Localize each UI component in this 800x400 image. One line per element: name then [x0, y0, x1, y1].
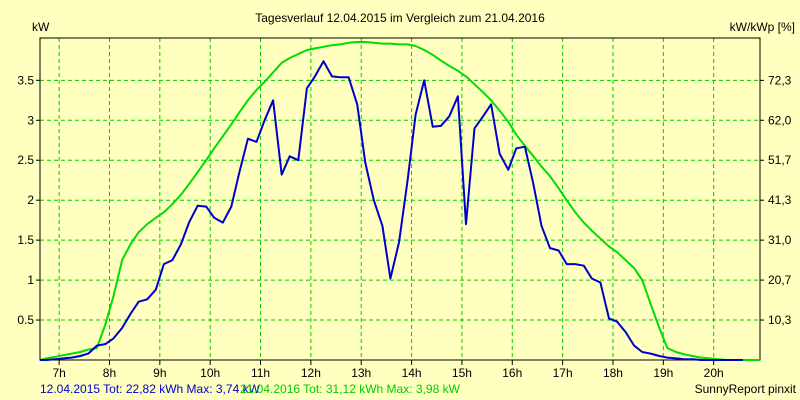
y-tick-label-left: 3: [27, 113, 34, 127]
x-tick-label: 11h: [251, 366, 270, 380]
y-tick-label-right: 41,3: [768, 193, 792, 207]
y-tick-label-right: 10,3: [768, 313, 792, 327]
x-tick-label: 15h: [452, 366, 472, 380]
y-tick-label-left: 0.5: [17, 313, 34, 327]
plot-area: 0.5 10,3 1 20,7 1.5 31,0 2 41,3 2.5 51,7 3 62,0 3.5 7…: [17, 37, 792, 380]
x-tick-label: 20h: [704, 366, 724, 380]
x-tick-label: 14h: [402, 366, 422, 380]
x-tick-label: 19h: [653, 366, 673, 380]
y-tick-label-right: 72,3: [768, 73, 792, 87]
y-tick-label-left: 1: [27, 273, 34, 287]
x-tick-label: 8h: [103, 366, 116, 380]
x-tick-label: 10h: [200, 366, 220, 380]
x-tick-label: 16h: [502, 366, 522, 380]
footer-credit: SunnyReport pinxit: [695, 382, 797, 396]
x-tick-label: 18h: [603, 366, 623, 380]
y-tick-label-right: 62,0: [768, 113, 792, 127]
plot-frame: [39, 37, 761, 361]
y-tick-label-left: 2.5: [17, 153, 34, 167]
series-line-blue-2015: [40, 60, 743, 361]
x-tick-label: 12h: [301, 366, 321, 380]
series-line-green-2016: [39, 41, 760, 361]
y-tick-label-right: 51,7: [768, 153, 792, 167]
x-tick-label: 9h: [153, 366, 166, 380]
y-tick-label-right: 20,7: [768, 273, 792, 287]
y-axis-right-label: kW/kWp [%]: [730, 20, 795, 34]
footer-series1-stats: 12.04.2015 Tot: 22,82 kWh Max: 3,74 kW: [40, 382, 261, 396]
y-tick-label-left: 2: [27, 193, 34, 207]
chart-title: Tagesverlauf 12.04.2015 im Vergleich zum…: [255, 11, 545, 25]
y-tick-label-left: 3.5: [17, 73, 34, 87]
y-axis-left-label: kW: [32, 20, 50, 34]
x-tick-label: 17h: [553, 366, 573, 380]
footer-series2-stats: 21.04.2016 Tot: 31,12 kWh Max: 3,98 kW: [240, 382, 461, 396]
x-tick-label: 7h: [52, 366, 65, 380]
y-tick-label-right: 31,0: [768, 233, 792, 247]
y-tick-label-left: 1.5: [17, 233, 34, 247]
x-tick-label: 13h: [351, 366, 371, 380]
